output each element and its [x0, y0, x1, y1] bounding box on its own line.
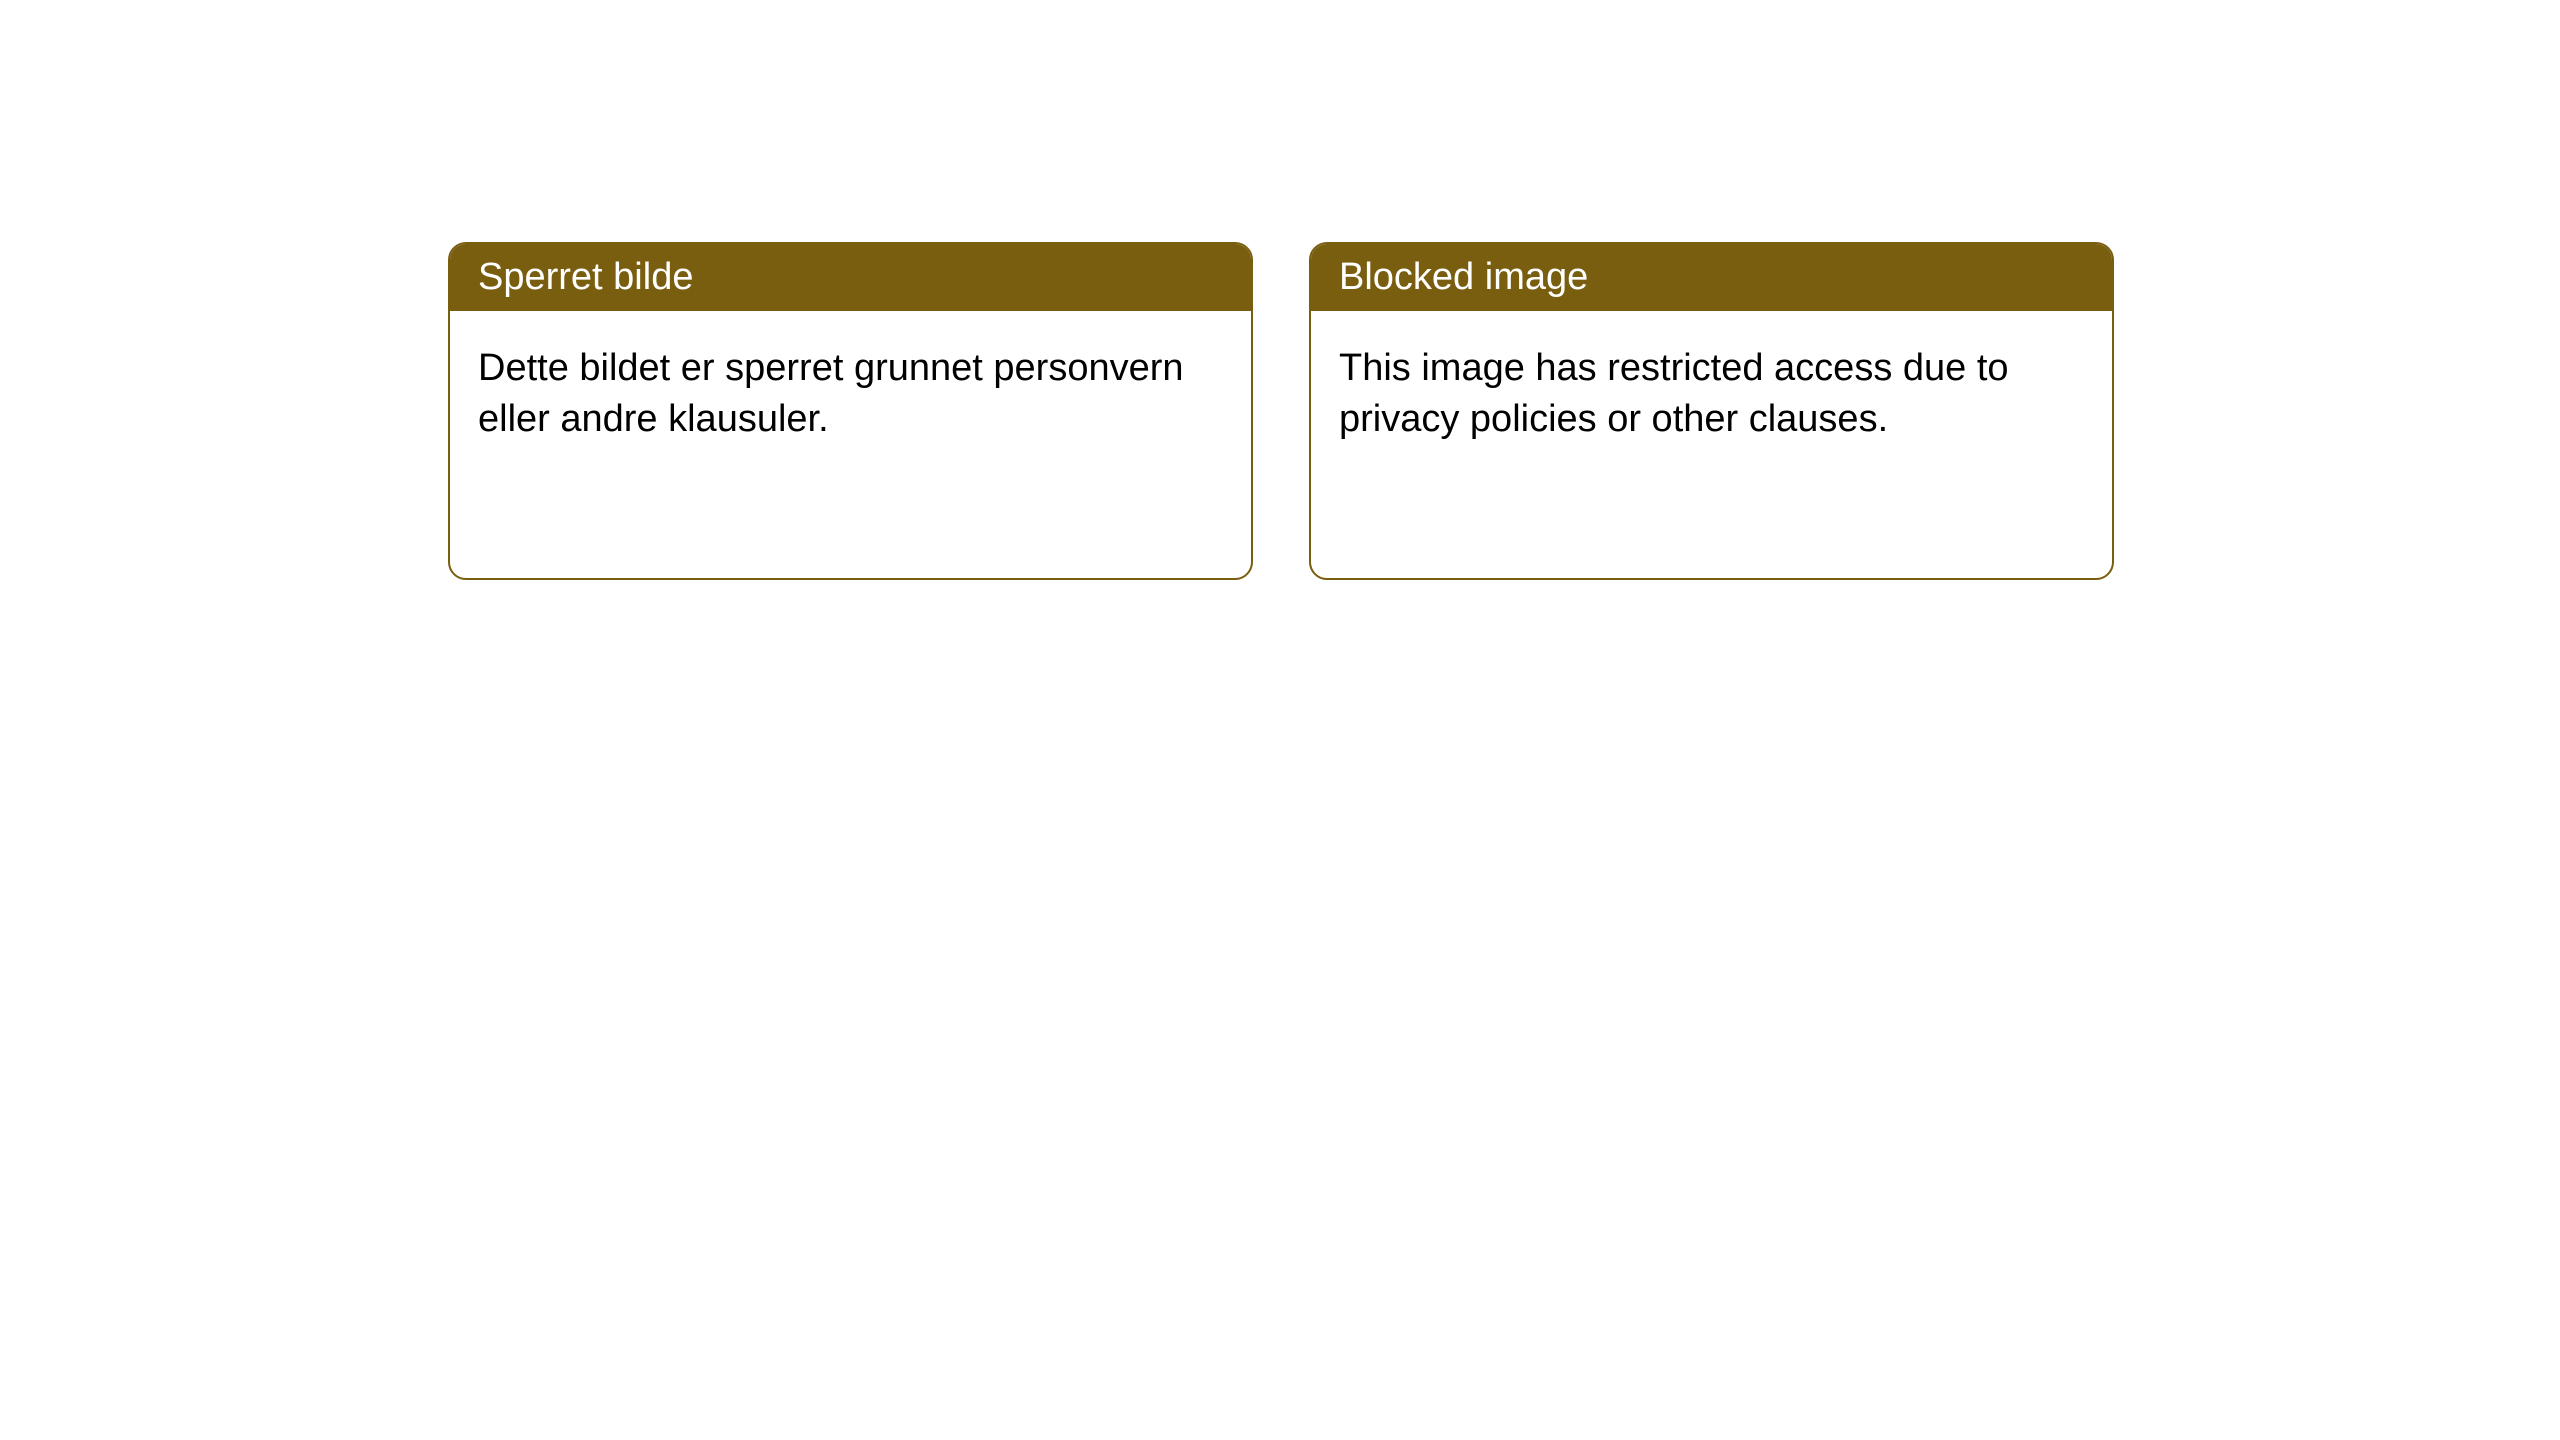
- notice-header: Sperret bilde: [450, 244, 1251, 311]
- notice-body: Dette bildet er sperret grunnet personve…: [450, 311, 1251, 478]
- notice-header: Blocked image: [1311, 244, 2112, 311]
- notice-body: This image has restricted access due to …: [1311, 311, 2112, 478]
- notice-box-norwegian: Sperret bilde Dette bildet er sperret gr…: [448, 242, 1253, 580]
- notice-box-english: Blocked image This image has restricted …: [1309, 242, 2114, 580]
- notice-container: Sperret bilde Dette bildet er sperret gr…: [0, 0, 2560, 580]
